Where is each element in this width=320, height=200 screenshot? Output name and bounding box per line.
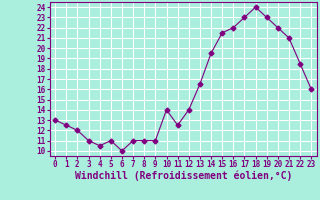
X-axis label: Windchill (Refroidissement éolien,°C): Windchill (Refroidissement éolien,°C) [75,171,292,181]
